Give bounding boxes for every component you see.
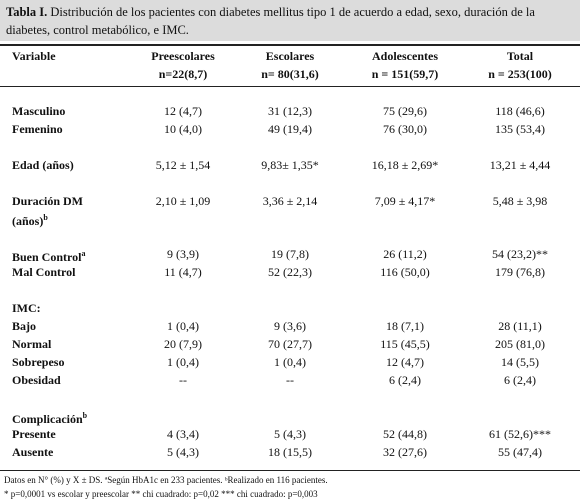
cell: 54 (23,2)** xyxy=(492,247,548,261)
cell: 4 (3,4) xyxy=(167,427,199,441)
cell: 205 (81,0) xyxy=(495,337,545,351)
header-cell: n = 253(100) xyxy=(488,67,552,81)
cell: 61 (52,6)*** xyxy=(489,427,551,441)
row-label: IMC: xyxy=(12,300,41,316)
cell: 1 (0,4) xyxy=(167,319,199,333)
cell: 13,21 ± 4,44 xyxy=(489,158,551,172)
cell: 31 (12,3) xyxy=(268,104,312,118)
cell: 19 (7,8) xyxy=(271,247,309,261)
cell: 52 (44,8) xyxy=(383,427,427,441)
cell: 9,83± 1,35* xyxy=(261,158,319,172)
header-cell: Escolares xyxy=(265,49,315,63)
row-label: Duración DM xyxy=(12,193,83,209)
table-title: Tabla I. Distribución de los pacientes c… xyxy=(0,0,580,41)
cell: 32 (27,6) xyxy=(383,445,427,459)
rule xyxy=(0,44,580,46)
header-cell: Adolescentes xyxy=(372,49,438,63)
cell: 76 (30,0) xyxy=(383,122,427,136)
header-cell: n= 80(31,6) xyxy=(261,67,319,81)
cell: 6 (2,4) xyxy=(389,373,421,387)
rule xyxy=(0,86,580,87)
footnote: Datos en N° (%) y X ± DS. ªSegún HbA1c e… xyxy=(4,475,328,485)
row-label: Sobrepeso xyxy=(12,354,64,370)
label-text: Masculino xyxy=(12,104,66,118)
row-label: Femenino xyxy=(12,121,63,137)
superscript: a xyxy=(81,249,86,258)
label-text: IMC: xyxy=(12,301,41,315)
label-text: Normal xyxy=(12,337,52,351)
row-label: Buen Controla xyxy=(12,246,85,265)
cell: 1 (0,4) xyxy=(274,355,306,369)
label-text: Buen Control xyxy=(12,250,82,264)
cell: 9 (3,9) xyxy=(167,247,199,261)
title-label: Tabla I. xyxy=(6,5,48,19)
header-cell: Variable xyxy=(12,49,56,63)
label-text: Edad (años) xyxy=(12,158,74,172)
label-text: (años) xyxy=(12,214,44,228)
row-label: Presente xyxy=(12,426,56,442)
cell: 12 (4,7) xyxy=(164,104,202,118)
cell: -- xyxy=(286,373,294,387)
cell: 179 (76,8) xyxy=(495,265,545,279)
footnote: * p=0,0001 vs escolar y preescolar ** ch… xyxy=(4,489,318,499)
cell: 26 (11,2) xyxy=(383,247,427,261)
label-text: Presente xyxy=(12,427,56,441)
row-label: Normal xyxy=(12,336,51,352)
cell: 5,12 ± 1,54 xyxy=(155,158,211,172)
cell: 70 (27,7) xyxy=(268,337,312,351)
row-label: Masculino xyxy=(12,103,65,119)
rule xyxy=(0,470,580,471)
cell: 18 (7,1) xyxy=(386,319,424,333)
label-text: Ausente xyxy=(12,445,54,459)
cell: 75 (29,6) xyxy=(383,104,427,118)
label-text: Sobrepeso xyxy=(12,355,65,369)
superscript: b xyxy=(43,213,48,222)
cell: 2,10 ± 1,09 xyxy=(155,194,211,208)
label-text: Duración DM xyxy=(12,194,83,208)
cell: -- xyxy=(179,373,187,387)
cell: 14 (5,5) xyxy=(501,355,539,369)
cell: 52 (22,3) xyxy=(268,265,312,279)
cell: 3,36 ± 2,14 xyxy=(262,194,318,208)
title-text: Distribución de los pacientes con diabet… xyxy=(6,5,535,37)
cell: 11 (4,7) xyxy=(164,265,202,279)
cell: 5 (4,3) xyxy=(167,445,199,459)
label-text: Femenino xyxy=(12,122,63,136)
row-label: Mal Control xyxy=(12,264,75,280)
cell: 20 (7,9) xyxy=(164,337,202,351)
header-cell: n=22(8,7) xyxy=(158,67,208,81)
row-label: (años)b xyxy=(12,210,48,229)
cell: 115 (45,5) xyxy=(380,337,430,351)
cell: 9 (3,6) xyxy=(274,319,306,333)
cell: 5 (4,3) xyxy=(274,427,306,441)
superscript: b xyxy=(82,411,88,420)
label-text: Complicación xyxy=(12,412,83,426)
cell: 12 (4,7) xyxy=(386,355,424,369)
row-label: Complicaciónb xyxy=(12,408,87,427)
cell: 5,48 ± 3,98 xyxy=(492,194,548,208)
cell: 135 (53,4) xyxy=(495,122,545,136)
cell: 10 (4,0) xyxy=(164,122,202,136)
cell: 16,18 ± 2,69* xyxy=(371,158,439,172)
label-text: Mal Control xyxy=(12,265,76,279)
header-cell: Total xyxy=(506,49,534,63)
cell: 6 (2,4) xyxy=(504,373,536,387)
header-cell: Preescolares xyxy=(151,49,215,63)
cell: 116 (50,0) xyxy=(380,265,430,279)
row-label: Ausente xyxy=(12,444,53,460)
row-label: Obesidad xyxy=(12,372,61,388)
row-label: Bajo xyxy=(12,318,36,334)
cell: 7,09 ± 4,17* xyxy=(374,194,436,208)
label-text: Bajo xyxy=(12,319,36,333)
cell: 28 (11,1) xyxy=(498,319,542,333)
label-text: Obesidad xyxy=(12,373,61,387)
row-label: Edad (años) xyxy=(12,157,74,173)
cell: 55 (47,4) xyxy=(498,445,542,459)
header-cell: n = 151(59,7) xyxy=(371,67,439,81)
cell: 49 (19,4) xyxy=(268,122,312,136)
cell: 1 (0,4) xyxy=(167,355,199,369)
cell: 118 (46,6) xyxy=(495,104,545,118)
cell: 18 (15,5) xyxy=(268,445,312,459)
